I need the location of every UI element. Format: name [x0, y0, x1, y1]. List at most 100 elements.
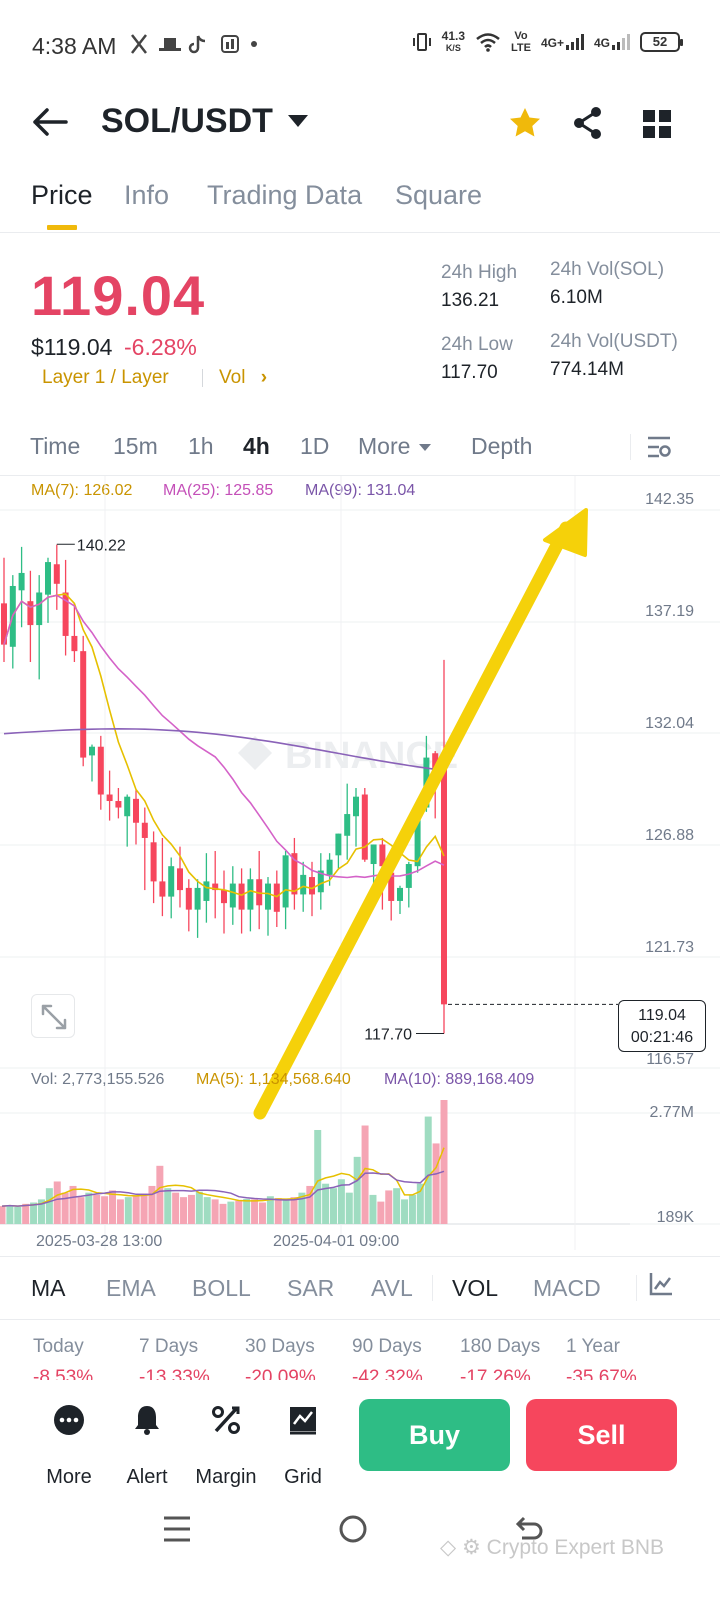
- volume-bar: [322, 1183, 330, 1224]
- buy-button[interactable]: Buy: [359, 1399, 510, 1471]
- home-icon[interactable]: [338, 1514, 368, 1544]
- price-axis-label: 142.35: [645, 491, 694, 508]
- notification-icons: [128, 32, 258, 62]
- perf-label-180d: 180 Days: [460, 1336, 541, 1357]
- pair-dropdown-icon[interactable]: [288, 115, 308, 127]
- volume-bar: [440, 1100, 448, 1224]
- alert-action[interactable]: Alert: [112, 1404, 182, 1488]
- vibrate-icon: [412, 33, 431, 51]
- interval-1h[interactable]: 1h: [188, 433, 214, 459]
- candle-body: [326, 859, 333, 875]
- candle-body: [18, 572, 25, 591]
- volume-bar: [369, 1194, 377, 1224]
- vol-ma10-legend: MA(10): 889,168.409: [384, 1071, 535, 1088]
- interval-1d[interactable]: 1D: [300, 433, 330, 459]
- candle-body: [106, 794, 113, 802]
- candle-body: [203, 881, 210, 901]
- fullscreen-button[interactable]: [31, 994, 75, 1038]
- current-price-box: 119.04 00:21:46: [618, 1000, 706, 1052]
- more-dots-icon: [54, 1405, 84, 1435]
- interval-15m[interactable]: 15m: [113, 433, 158, 459]
- indicator-boll[interactable]: BOLL: [192, 1275, 251, 1301]
- volume-bar: [408, 1194, 416, 1224]
- indicator-ma[interactable]: MA: [31, 1275, 66, 1301]
- candle-body: [273, 883, 280, 912]
- grid-action[interactable]: Grid: [268, 1404, 338, 1488]
- indicator-sar[interactable]: SAR: [287, 1275, 335, 1301]
- action-bar: More Alert Margin Grid Buy Sell: [0, 1382, 720, 1492]
- volume-bar: [266, 1196, 274, 1224]
- price-chart[interactable]: BINANCE142.35137.19132.04126.88121.73116…: [0, 476, 720, 1256]
- volume-axis-label: 2.77M: [650, 1104, 694, 1121]
- interval-time[interactable]: Time: [30, 433, 81, 459]
- back-arrow-icon[interactable]: [30, 106, 70, 138]
- indicator-avl[interactable]: AVL: [371, 1275, 413, 1301]
- high-marker-label: 140.22: [77, 537, 126, 554]
- vol-sol-label: 24h Vol(SOL): [550, 259, 665, 280]
- chart-settings-icon[interactable]: [646, 434, 672, 460]
- perf-value-180d: -17.26%: [460, 1367, 531, 1380]
- volte-badge: Vo LTE: [511, 30, 531, 54]
- candle-countdown: 00:21:46: [630, 1029, 694, 1046]
- candle-body: [344, 814, 351, 836]
- back-icon[interactable]: [514, 1514, 544, 1544]
- volume-bar: [290, 1197, 298, 1224]
- x-icon: [131, 34, 147, 54]
- status-right: 41.3 K/S Vo LTE 4G+ 4G 52: [412, 30, 683, 54]
- volume-bar: [6, 1205, 14, 1224]
- volume-bar: [45, 1188, 53, 1224]
- chevron-right-icon: ›: [260, 367, 268, 388]
- usd-price: $119.04: [31, 334, 113, 360]
- ma7-legend: MA(7): 126.02: [31, 482, 133, 499]
- candle-body: [150, 842, 157, 882]
- vol-link[interactable]: Vol ›: [219, 367, 268, 388]
- volume-bar: [243, 1198, 251, 1224]
- category-tag[interactable]: Layer 1 / Layer: [42, 367, 169, 388]
- volume-bar: [424, 1116, 432, 1224]
- indicator-vol[interactable]: VOL: [452, 1275, 499, 1301]
- volume-bar: [61, 1192, 69, 1224]
- candle-body: [27, 601, 34, 626]
- candle-body: [309, 877, 315, 895]
- sell-button[interactable]: Sell: [526, 1399, 677, 1471]
- candle-body: [247, 879, 254, 910]
- margin-action[interactable]: Margin: [191, 1404, 261, 1488]
- tab-square[interactable]: Square: [395, 180, 483, 210]
- pair-title[interactable]: SOL/USDT: [101, 102, 273, 140]
- volume-bar: [101, 1196, 109, 1224]
- indicator-macd[interactable]: MACD: [533, 1275, 601, 1301]
- tab-trading-data[interactable]: Trading Data: [207, 180, 363, 210]
- tab-info[interactable]: Info: [124, 180, 170, 210]
- volume-bar: [116, 1199, 124, 1224]
- volume-bar: [258, 1202, 266, 1224]
- volume-bar: [195, 1191, 203, 1224]
- indicator-bar: MA EMA BOLL SAR AVL VOL MACD: [0, 1256, 720, 1320]
- volume-bar: [180, 1197, 188, 1224]
- candle-body: [212, 883, 219, 891]
- tab-price[interactable]: Price: [31, 180, 93, 210]
- candle-body: [71, 635, 78, 652]
- interval-depth[interactable]: Depth: [471, 433, 533, 459]
- candle-body: [45, 562, 51, 595]
- share-icon[interactable]: [572, 106, 604, 140]
- interval-divider: [630, 434, 631, 460]
- candle-body: [441, 761, 447, 1005]
- dot-icon: [251, 41, 257, 47]
- volume-bar: [109, 1190, 116, 1224]
- volume-bar: [298, 1192, 306, 1224]
- recents-icon[interactable]: [162, 1514, 192, 1544]
- signal-4g: 4G: [594, 34, 630, 50]
- vol-usdt-value: 774.14M: [550, 359, 624, 380]
- candle-body: [361, 794, 368, 860]
- grid-layout-icon[interactable]: [643, 110, 671, 138]
- indicator-settings-icon[interactable]: [648, 1271, 674, 1297]
- interval-4h[interactable]: 4h: [243, 433, 270, 459]
- low-value: 117.70: [441, 362, 498, 383]
- indicator-ema[interactable]: EMA: [106, 1275, 156, 1301]
- volume-bar: [306, 1185, 314, 1224]
- perf-value-1y: -35.67%: [566, 1367, 637, 1380]
- favorite-star-icon[interactable]: [508, 106, 542, 140]
- more-action[interactable]: More: [34, 1404, 104, 1488]
- candle-body: [159, 881, 166, 897]
- interval-more[interactable]: More: [358, 433, 411, 459]
